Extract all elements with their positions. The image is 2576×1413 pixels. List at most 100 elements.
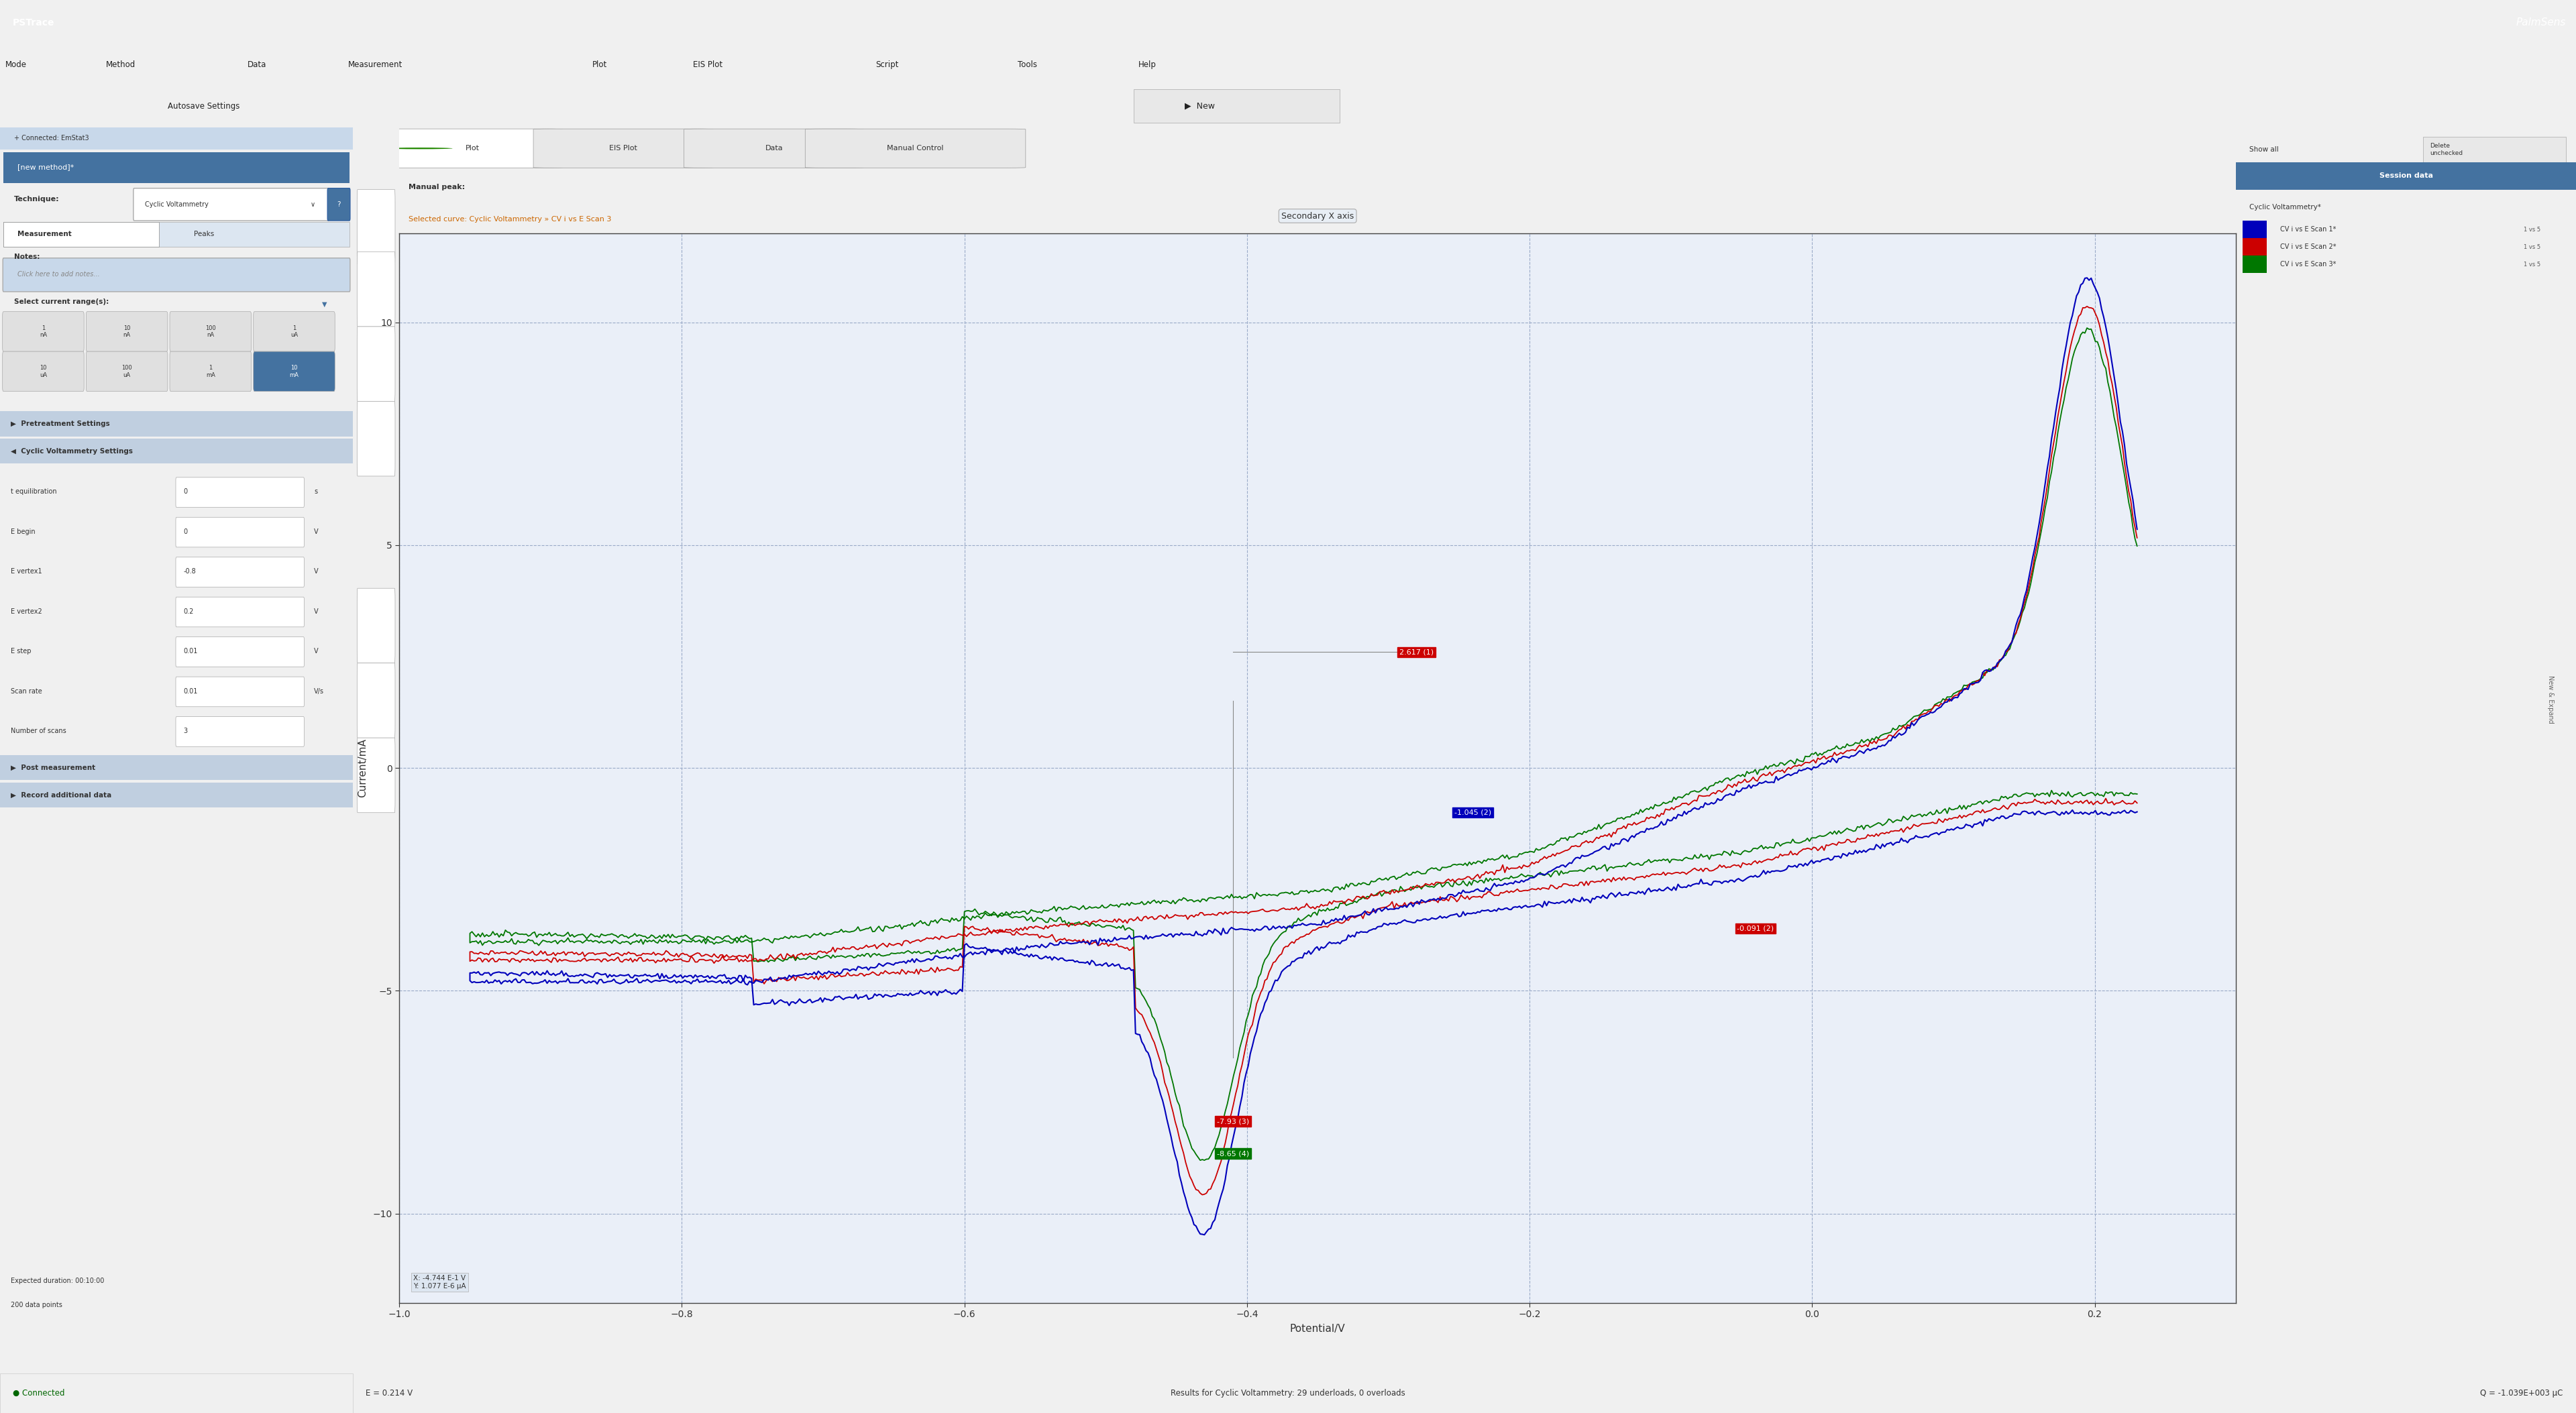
Text: Plot: Plot [592,61,608,69]
FancyBboxPatch shape [170,352,252,391]
FancyBboxPatch shape [358,252,394,326]
Text: 1
uA: 1 uA [291,325,299,338]
Text: Secondary X axis: Secondary X axis [1280,212,1355,220]
Text: 0.01: 0.01 [183,649,198,654]
X-axis label: Potential/V: Potential/V [1291,1324,1345,1334]
FancyBboxPatch shape [3,352,85,391]
Text: Data: Data [765,146,783,151]
Text: Cyclic Voltammetry*: Cyclic Voltammetry* [2249,203,2321,211]
Text: 1 vs 5: 1 vs 5 [2524,261,2540,267]
Text: E = 0.214 V: E = 0.214 V [366,1389,412,1397]
Text: 10
nA: 10 nA [124,325,131,338]
FancyBboxPatch shape [175,517,304,547]
Text: -1.045 (2): -1.045 (2) [1455,810,1492,815]
Text: ▶  New: ▶ New [1185,102,1216,110]
FancyBboxPatch shape [175,557,304,586]
FancyBboxPatch shape [358,401,394,476]
Text: ∨: ∨ [312,201,314,208]
FancyBboxPatch shape [358,326,394,401]
Text: [new method]*: [new method]* [18,164,75,171]
Text: 3: 3 [417,146,422,151]
Text: Script: Script [876,61,899,69]
Bar [0,438,353,463]
Text: PalmSens: PalmSens [2517,17,2566,28]
FancyBboxPatch shape [175,677,304,706]
Text: 10
mA: 10 mA [289,365,299,377]
Text: V: V [314,528,319,536]
Text: Autosave Settings: Autosave Settings [167,102,240,110]
Text: Select current range(s):: Select current range(s): [13,298,108,305]
Text: Help: Help [1139,61,1157,69]
Text: Manual Control: Manual Control [886,146,943,151]
Text: 1
nA: 1 nA [39,325,46,338]
Text: ▶  Pretreatment Settings: ▶ Pretreatment Settings [10,421,111,427]
FancyBboxPatch shape [85,352,167,391]
Text: ?: ? [337,201,340,208]
Text: CV i vs E Scan 1*: CV i vs E Scan 1* [2280,226,2336,233]
Bar [0,411,353,437]
Text: Results for Cyclic Voltammetry: 29 underloads, 0 overloads: Results for Cyclic Voltammetry: 29 under… [1170,1389,1406,1397]
Text: Method: Method [106,61,137,69]
Text: EIS Plot: EIS Plot [693,61,721,69]
Bar [2244,220,2267,237]
FancyBboxPatch shape [358,738,394,812]
FancyBboxPatch shape [175,478,304,507]
Text: Plot: Plot [466,146,479,151]
Text: ▼: ▼ [322,301,327,308]
FancyBboxPatch shape [3,259,350,291]
FancyBboxPatch shape [384,129,562,168]
Text: 3: 3 [183,728,188,735]
Text: E begin: E begin [10,528,36,536]
Text: + Connected: EmStat3: + Connected: EmStat3 [13,136,90,141]
Bar [2424,137,2566,162]
Bar [2244,237,2267,256]
FancyBboxPatch shape [358,663,394,738]
Text: CV i vs E Scan 2*: CV i vs E Scan 2* [2280,243,2336,250]
Text: Q = -1.039E+003 μC: Q = -1.039E+003 μC [2481,1389,2563,1397]
Bar [0,127,353,150]
Text: 200 data points: 200 data points [10,1301,62,1308]
Text: Show all: Show all [2249,147,2280,153]
Text: -0.091 (2): -0.091 (2) [1736,926,1775,931]
Text: 0.01: 0.01 [183,688,198,695]
Text: 0: 0 [183,528,188,536]
Text: 10
uA: 10 uA [39,365,46,377]
FancyBboxPatch shape [170,312,252,352]
Text: t equilibration: t equilibration [10,489,57,495]
Text: EIS Plot: EIS Plot [611,146,636,151]
FancyBboxPatch shape [806,129,1025,168]
Text: ● Connected: ● Connected [13,1389,64,1397]
Text: V: V [314,568,319,575]
Bar [0,756,353,780]
Text: Technique:: Technique: [13,196,59,203]
Text: X: -4.744 E-1 V
Y: 1.077 E-6 μA: X: -4.744 E-1 V Y: 1.077 E-6 μA [412,1275,466,1290]
Circle shape [386,147,453,150]
Text: Number of scans: Number of scans [10,728,67,735]
Text: Measurement: Measurement [348,61,402,69]
Bar [0,783,353,808]
Text: 1 vs 5: 1 vs 5 [2524,244,2540,250]
Text: Session data: Session data [2380,172,2432,179]
Text: Click here to add notes...: Click here to add notes... [18,271,100,277]
Text: Delete
unchecked: Delete unchecked [2429,143,2463,155]
Text: Cyclic Voltammetry: Cyclic Voltammetry [144,201,209,208]
Text: 1 vs 5: 1 vs 5 [2524,226,2540,232]
Text: ▶  Record additional data: ▶ Record additional data [10,791,111,798]
Text: Peaks: Peaks [193,230,214,237]
Text: Notes:: Notes: [13,253,39,260]
Text: Manual peak:: Manual peak: [410,184,464,191]
Text: E vertex2: E vertex2 [10,608,41,615]
FancyBboxPatch shape [358,189,394,264]
Y-axis label: Current/mA: Current/mA [358,739,368,797]
Text: 100
uA: 100 uA [121,365,131,377]
Text: Selected curve: Cyclic Voltammetry » CV i vs E Scan 3: Selected curve: Cyclic Voltammetry » CV … [410,216,611,222]
Bar [3,153,350,184]
Bar [3,222,350,247]
Text: Mode: Mode [5,61,26,69]
Text: s: s [314,489,317,495]
Bar [3,222,160,247]
Bar [1133,89,1340,123]
Text: E step: E step [10,649,31,654]
Bar [2244,256,2267,273]
Text: 1
mA: 1 mA [206,365,216,377]
